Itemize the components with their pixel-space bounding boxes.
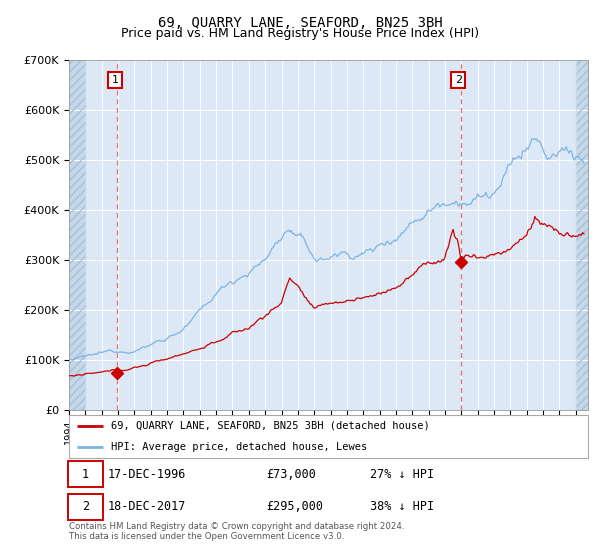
Text: Price paid vs. HM Land Registry's House Price Index (HPI): Price paid vs. HM Land Registry's House … — [121, 27, 479, 40]
Text: 17-DEC-1996: 17-DEC-1996 — [108, 468, 187, 481]
Text: 69, QUARRY LANE, SEAFORD, BN25 3BH: 69, QUARRY LANE, SEAFORD, BN25 3BH — [158, 16, 442, 30]
Text: 18-DEC-2017: 18-DEC-2017 — [108, 500, 187, 514]
Text: £295,000: £295,000 — [266, 500, 323, 514]
Text: 27% ↓ HPI: 27% ↓ HPI — [370, 468, 434, 481]
Text: 1: 1 — [112, 75, 118, 85]
Text: £73,000: £73,000 — [266, 468, 316, 481]
Text: 2: 2 — [455, 75, 462, 85]
Text: Contains HM Land Registry data © Crown copyright and database right 2024.
This d: Contains HM Land Registry data © Crown c… — [69, 522, 404, 542]
FancyBboxPatch shape — [68, 461, 103, 487]
FancyBboxPatch shape — [68, 494, 103, 520]
Text: HPI: Average price, detached house, Lewes: HPI: Average price, detached house, Lewe… — [110, 442, 367, 452]
Text: 38% ↓ HPI: 38% ↓ HPI — [370, 500, 434, 514]
Text: 1: 1 — [82, 468, 89, 481]
Text: 2: 2 — [82, 500, 89, 514]
Text: 69, QUARRY LANE, SEAFORD, BN25 3BH (detached house): 69, QUARRY LANE, SEAFORD, BN25 3BH (deta… — [110, 421, 429, 431]
